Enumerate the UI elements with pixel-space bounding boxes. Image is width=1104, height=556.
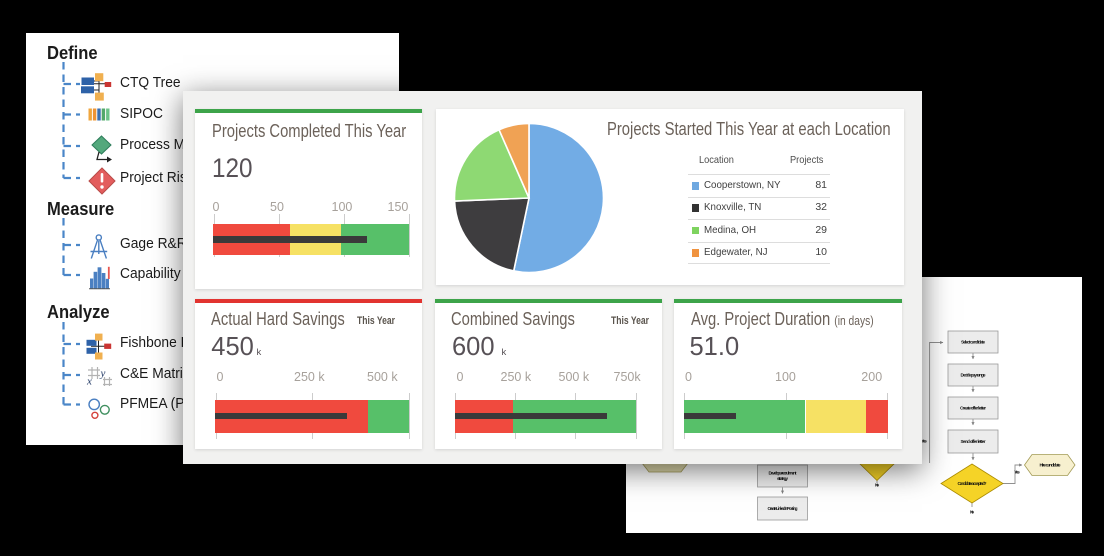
svg-text:Candidate accepted?: Candidate accepted?: [958, 481, 987, 486]
svg-text:x: x: [86, 376, 92, 388]
svg-text:Create offer letter: Create offer letter: [960, 406, 986, 411]
svg-text:No: No: [970, 510, 974, 515]
svg-text:No: No: [875, 483, 879, 488]
svg-text:Develop a recruitment: Develop a recruitment: [769, 471, 797, 476]
svg-text:y: y: [100, 368, 106, 380]
svg-text:Create LinkedIn Posting: Create LinkedIn Posting: [768, 506, 798, 511]
svg-text:Yes: Yes: [1014, 470, 1020, 475]
svg-text:Hire candidate: Hire candidate: [1040, 463, 1061, 468]
svg-text:Send offer letter: Send offer letter: [961, 439, 986, 444]
svg-text:strategy: strategy: [777, 476, 788, 481]
svg-text:Decide pay range: Decide pay range: [961, 373, 986, 378]
svg-text:Select candidate: Select candidate: [961, 340, 985, 345]
svg-text:Yes: Yes: [921, 439, 927, 444]
